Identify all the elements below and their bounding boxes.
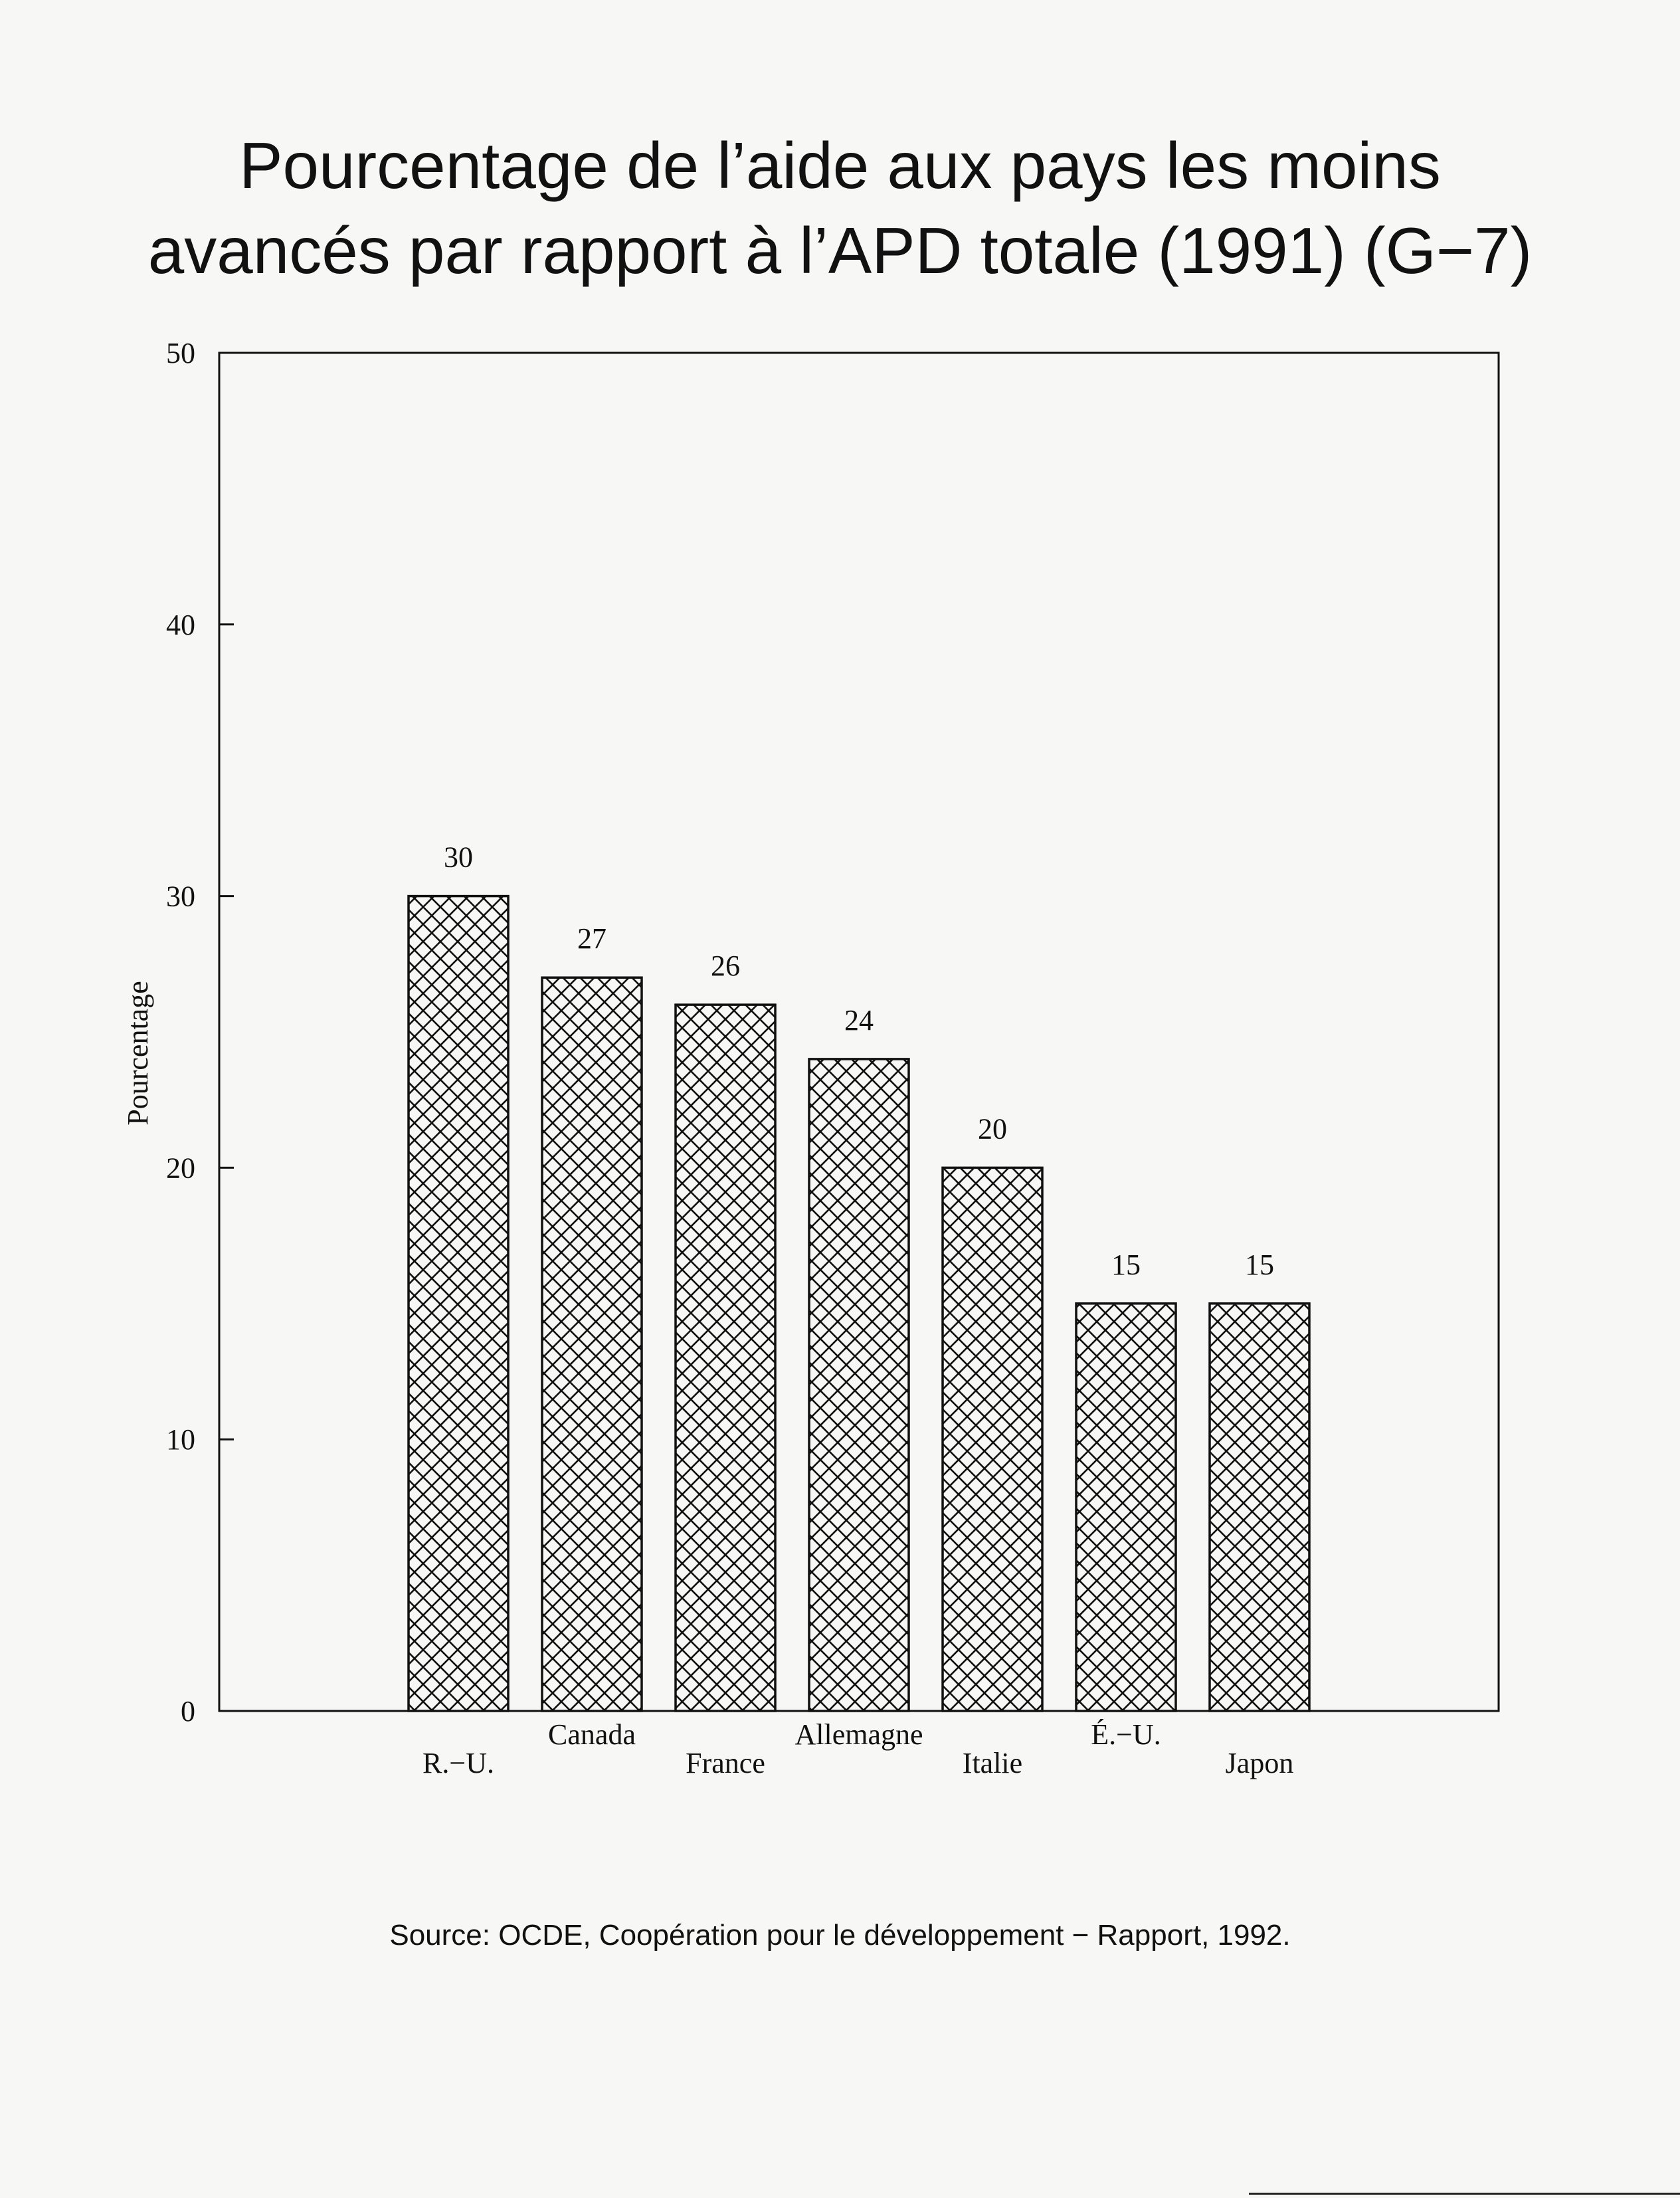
x-category-label: Japon	[1226, 1747, 1294, 1779]
x-category-label: Allemagne	[794, 1718, 923, 1751]
y-tick-label: 20	[166, 1151, 195, 1184]
x-category-label: Italie	[963, 1747, 1022, 1779]
bar	[808, 1058, 910, 1712]
bar-value-label: 20	[978, 1112, 1007, 1145]
x-category-label: France	[686, 1747, 765, 1779]
chart-title: Pourcentage de l’aide aux pays les moins…	[0, 123, 1680, 293]
y-tick-label: 40	[166, 609, 195, 641]
bar	[1075, 1302, 1177, 1712]
source-note: Source: OCDE, Coopération pour le dévelo…	[389, 1919, 1291, 1951]
bar	[1208, 1302, 1311, 1712]
bar	[674, 1003, 777, 1712]
x-category-label: Canada	[548, 1718, 636, 1751]
bar-value-label: 30	[444, 841, 473, 874]
bar-value-label: 15	[1245, 1249, 1274, 1281]
bar	[541, 976, 643, 1712]
chart-title-line-1: Pourcentage de l’aide aux pays les moins	[239, 129, 1441, 202]
bar-value-labels: 30 27 26 24 20 15 15	[444, 841, 1274, 1281]
bar-value-label: 15	[1111, 1249, 1141, 1281]
chart-title-line-2: avancés par rapport à l’APD totale (1991…	[147, 214, 1533, 287]
x-category-label: R.−U.	[422, 1747, 494, 1779]
bars	[407, 894, 1311, 1712]
footer-rule	[1249, 2193, 1680, 2195]
y-axis: 0 10 20 30 40 50	[166, 337, 234, 1728]
y-tick-label: 0	[181, 1695, 195, 1728]
bar-value-label: 24	[844, 1004, 874, 1037]
y-tick-label: 50	[166, 337, 195, 369]
y-tick-label: 10	[166, 1423, 195, 1456]
bar	[941, 1166, 1044, 1712]
y-tick-label: 30	[166, 880, 195, 913]
bar	[407, 894, 510, 1712]
x-category-label: É.−U.	[1091, 1718, 1161, 1751]
bar-value-label: 27	[577, 922, 607, 955]
bar-value-label: 26	[711, 949, 740, 982]
x-axis-labels: R.−U. Canada France Allemagne Italie É.−U. Jap…	[422, 1718, 1293, 1779]
y-axis-label: Pourcentage	[122, 981, 154, 1125]
